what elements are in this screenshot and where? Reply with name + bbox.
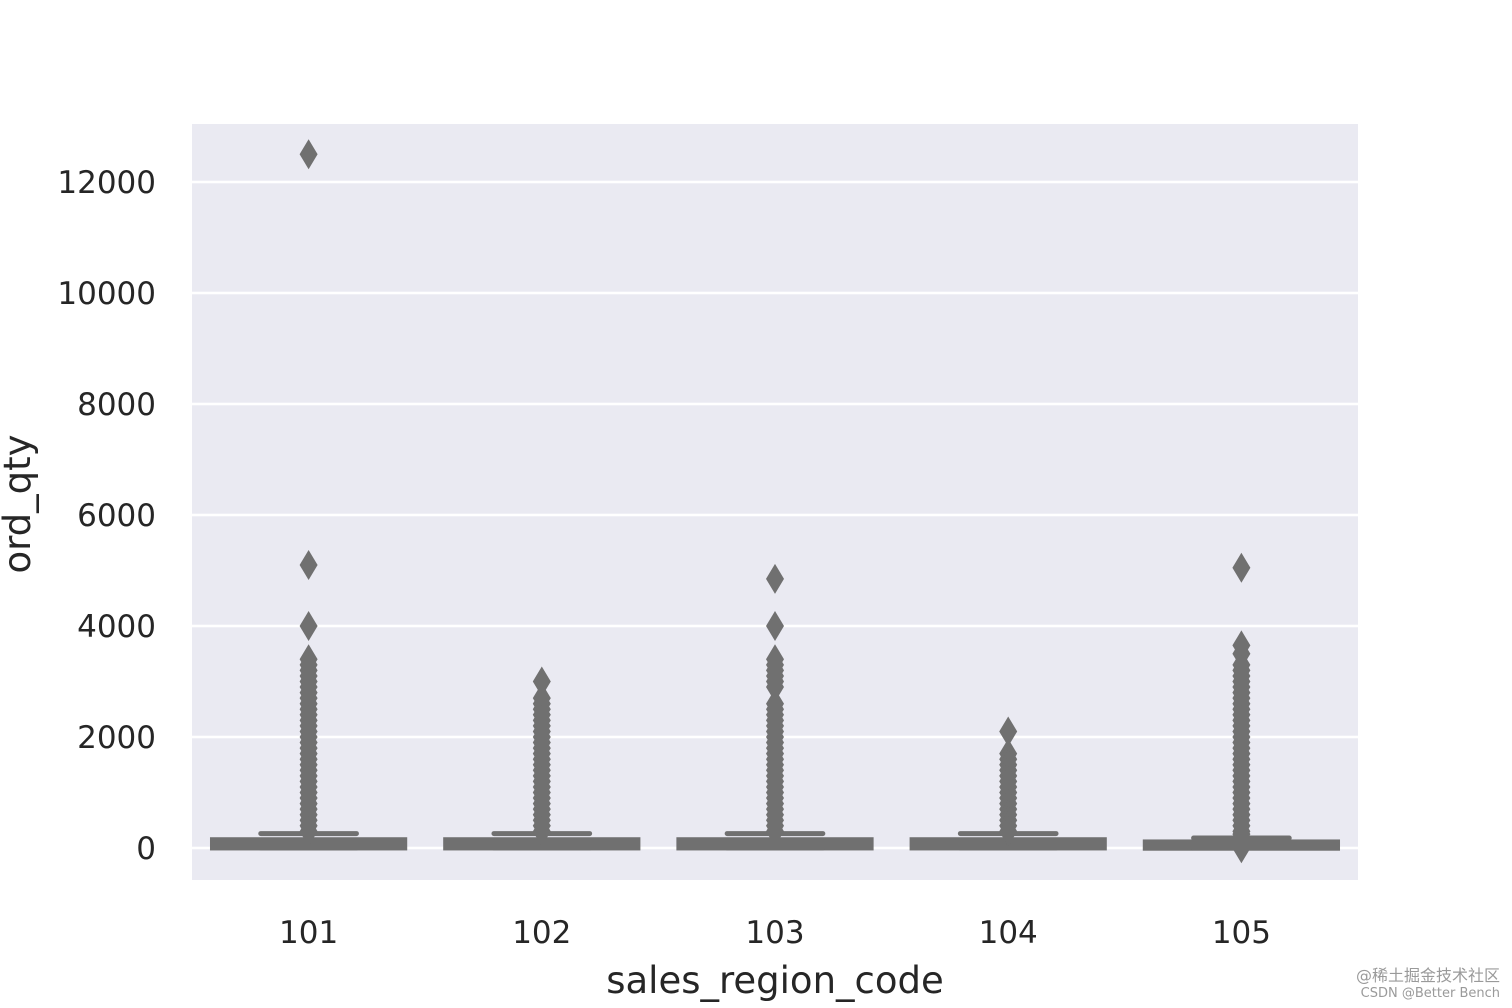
box-group — [209, 139, 408, 851]
outlier-point — [299, 549, 318, 580]
y-tick-label: 0 — [136, 831, 156, 867]
outlier-point — [999, 816, 1018, 847]
y-tick-label: 10000 — [57, 276, 156, 312]
y-tick-label: 6000 — [77, 498, 156, 534]
box-group — [909, 716, 1107, 851]
outlier-point — [999, 716, 1018, 747]
outlier-point — [766, 816, 784, 847]
y-tick-label: 12000 — [57, 165, 156, 201]
outlier-point — [532, 666, 551, 697]
watermark-juejin: @稀土掘金技术社区 — [1355, 966, 1500, 985]
y-axis-label: ord_qty — [0, 434, 39, 573]
y-axis-tick-labels: 0 2000 4000 6000 8000 10000 12000 — [57, 165, 156, 867]
x-axis-tick-labels: 101 102 103 104 105 — [279, 915, 1271, 951]
outlier-point — [299, 139, 318, 170]
y-tick-label: 2000 — [77, 720, 156, 756]
box-group — [1142, 552, 1341, 864]
x-tick-label: 104 — [979, 915, 1038, 951]
x-tick-label: 101 — [279, 915, 338, 951]
outlier-point — [299, 611, 318, 641]
outlier-point — [766, 611, 784, 641]
outlier-point — [532, 816, 551, 847]
y-tick-label: 4000 — [77, 609, 156, 645]
box-group — [676, 563, 874, 851]
x-tick-label: 103 — [745, 915, 804, 951]
outlier-point — [766, 563, 784, 594]
box-group — [443, 666, 641, 851]
x-tick-label: 102 — [512, 915, 571, 951]
outlier-point — [1232, 552, 1251, 583]
box-series — [209, 139, 1341, 864]
outlier-point — [766, 672, 784, 703]
outlier-point — [299, 816, 318, 847]
watermark-csdn: CSDN @Better Bench — [1360, 986, 1500, 1001]
x-axis-label: sales_region_code — [606, 959, 944, 1002]
outlier-point — [1232, 833, 1251, 864]
y-tick-label: 8000 — [77, 387, 156, 423]
x-tick-label: 105 — [1212, 915, 1271, 951]
